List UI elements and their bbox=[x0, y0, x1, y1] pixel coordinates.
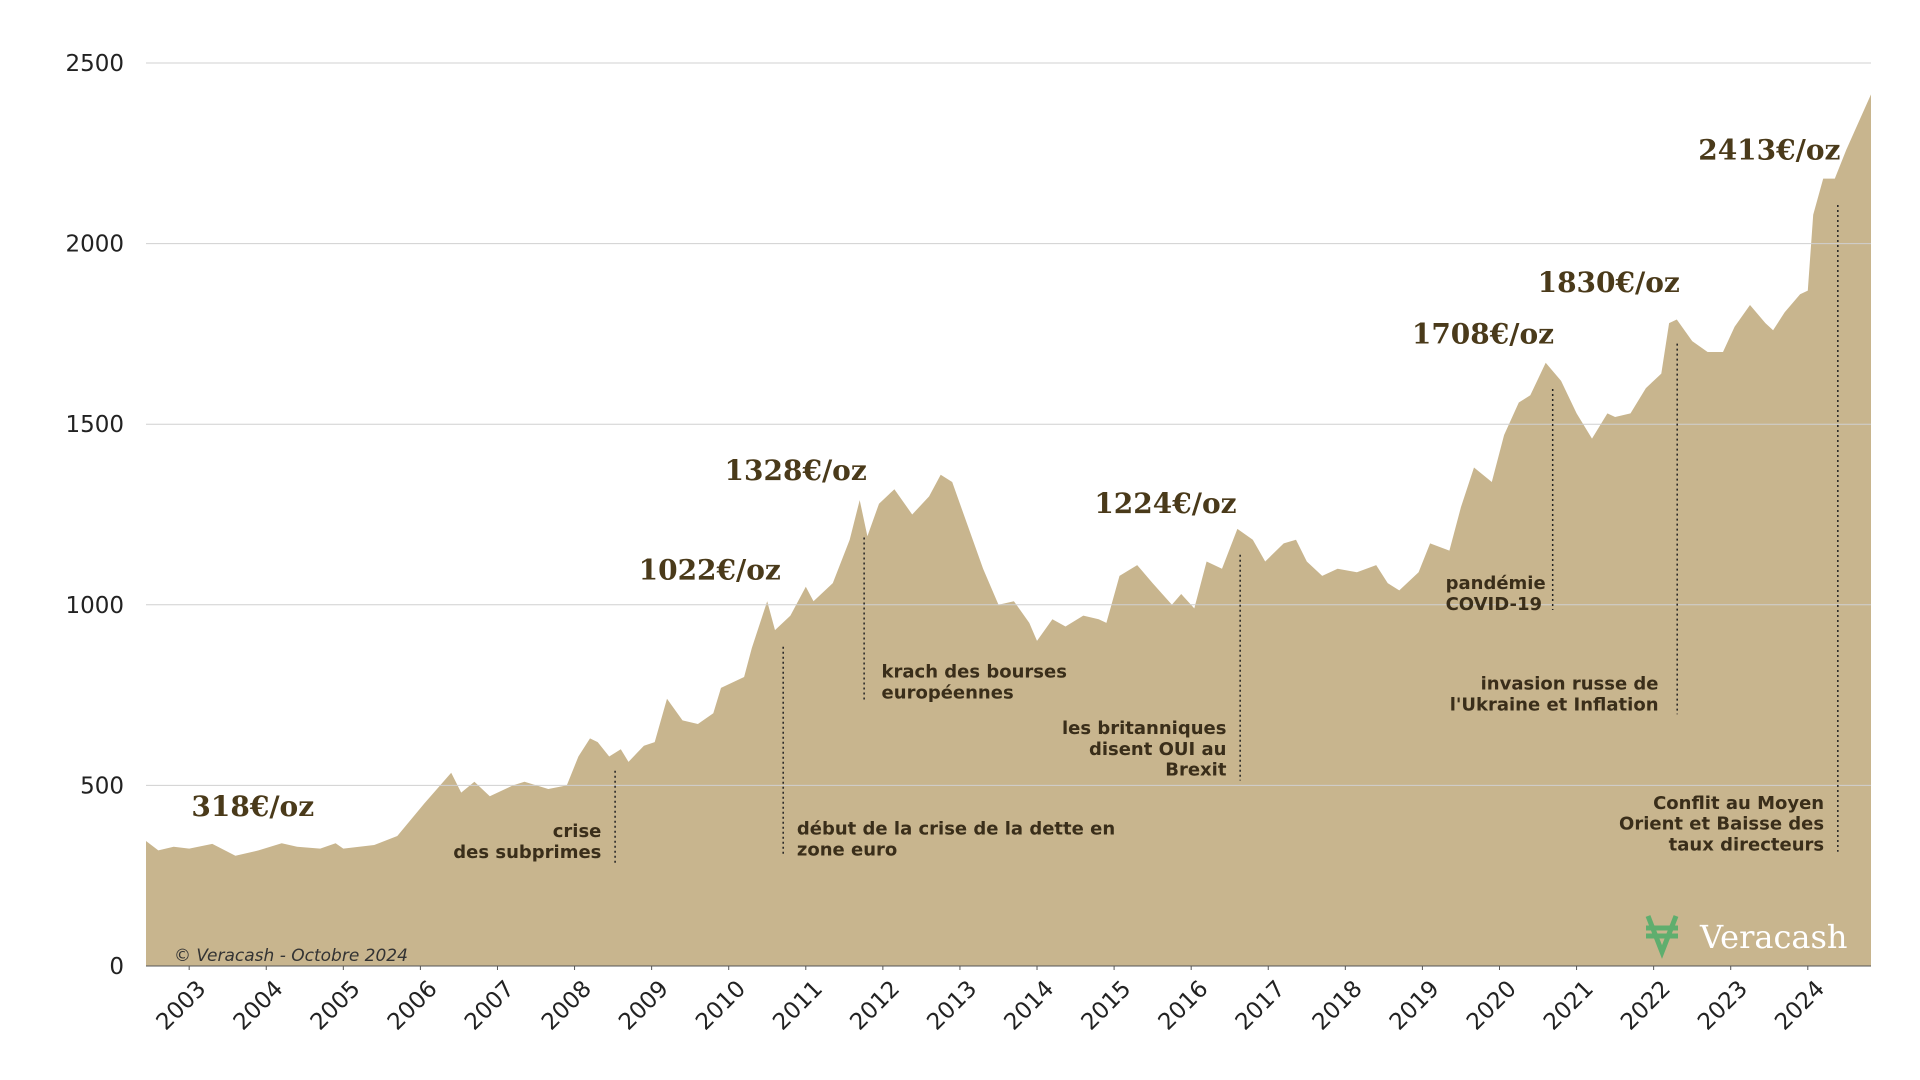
y-tick-label: 0 bbox=[109, 954, 124, 980]
x-tick-label: 2007 bbox=[460, 976, 520, 1036]
event-label: des subprimes bbox=[453, 842, 601, 863]
y-tick-label: 500 bbox=[80, 773, 124, 799]
x-tick-label: 2013 bbox=[922, 976, 982, 1036]
x-tick-label: 2010 bbox=[691, 976, 751, 1036]
brand-name: Veracash bbox=[1699, 918, 1848, 956]
credit: © Veracash - Octobre 2024 bbox=[174, 946, 408, 966]
event-label: Brexit bbox=[1165, 760, 1227, 781]
brand-logo bbox=[1645, 915, 1679, 959]
price-label: 318€/oz bbox=[191, 790, 314, 823]
x-tick-label: 2018 bbox=[1308, 976, 1368, 1036]
x-tick-label: 2017 bbox=[1231, 976, 1291, 1036]
event-label: européennes bbox=[882, 682, 1014, 703]
event-label: Conflit au Moyen bbox=[1653, 793, 1824, 814]
x-tick-label: 2019 bbox=[1385, 976, 1445, 1036]
x-tick-label: 2006 bbox=[383, 976, 443, 1036]
event-label: début de la crise de la dette en bbox=[797, 819, 1115, 840]
price-label: 1224€/oz bbox=[1094, 487, 1236, 520]
x-tick-label: 2021 bbox=[1539, 976, 1599, 1036]
y-tick-label: 1000 bbox=[65, 593, 124, 619]
y-tick-label: 2000 bbox=[65, 232, 124, 258]
x-tick-label: 2009 bbox=[614, 976, 674, 1036]
annotations: 0 500 1000 1500 2000 2500 2003 2004 2005 2006 2007… bbox=[65, 51, 1871, 1036]
x-tick-label: 2008 bbox=[537, 976, 597, 1036]
x-tick-label: 2004 bbox=[229, 976, 289, 1036]
event-label: COVID-19 bbox=[1446, 594, 1542, 615]
event-label: pandémie bbox=[1446, 573, 1546, 594]
y-tick-label: 2500 bbox=[65, 51, 124, 77]
price-label: 1328€/oz bbox=[725, 454, 867, 487]
x-tick-label: 2020 bbox=[1462, 976, 1522, 1036]
price-label: 1830€/oz bbox=[1538, 266, 1680, 299]
event-label: Orient et Baisse des bbox=[1619, 814, 1824, 835]
x-tick-label: 2014 bbox=[999, 976, 1059, 1036]
x-tick-label: 2022 bbox=[1616, 976, 1676, 1036]
x-tick-label: 2023 bbox=[1693, 976, 1753, 1036]
price-label: 1708€/oz bbox=[1412, 318, 1554, 351]
area bbox=[146, 94, 1871, 966]
event-label: zone euro bbox=[797, 839, 897, 860]
x-tick-label: 2015 bbox=[1077, 976, 1137, 1036]
event-label: les britanniques bbox=[1062, 718, 1226, 739]
event-label: krach des bourses bbox=[882, 661, 1067, 682]
y-tick-label: 1500 bbox=[65, 412, 124, 438]
x-tick-label: 2024 bbox=[1770, 976, 1830, 1036]
event-label: invasion russe de bbox=[1481, 674, 1659, 695]
x-tick-label: 2011 bbox=[768, 976, 828, 1036]
x-tick-label: 2012 bbox=[845, 976, 905, 1036]
event-label: l'Ukraine et Inflation bbox=[1450, 695, 1659, 716]
event-label: crise bbox=[553, 821, 602, 842]
event-label: disent OUI au bbox=[1089, 739, 1227, 760]
x-tick-label: 2003 bbox=[152, 976, 212, 1036]
x-tick-label: 2016 bbox=[1154, 976, 1214, 1036]
event-label: taux directeurs bbox=[1669, 835, 1824, 856]
price-label: 1022€/oz bbox=[639, 553, 781, 586]
logo-mark bbox=[1645, 915, 1679, 959]
price-label: 2413€/oz bbox=[1698, 134, 1840, 167]
x-tick-label: 2005 bbox=[306, 976, 366, 1036]
